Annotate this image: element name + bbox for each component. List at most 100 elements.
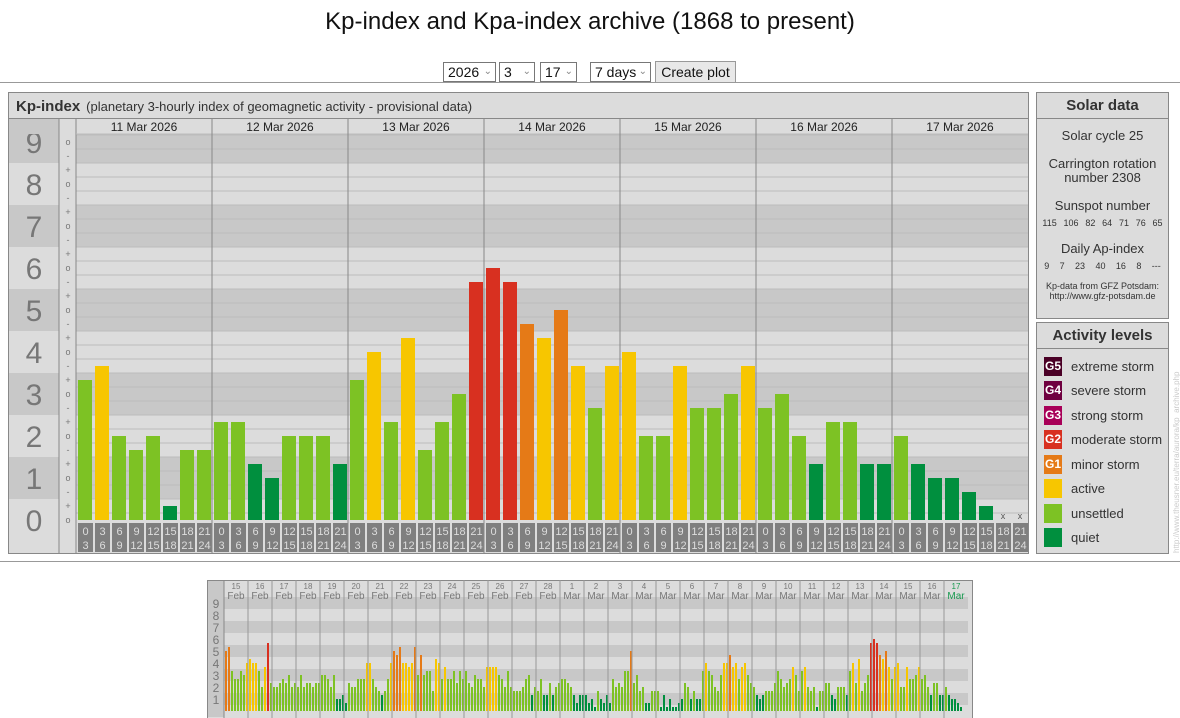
kp-bar xyxy=(309,683,311,711)
kp-bar xyxy=(826,422,840,520)
hour-label-box xyxy=(826,523,841,552)
kp-bar xyxy=(882,659,884,711)
kp-bar xyxy=(549,683,551,711)
create-plot-button[interactable]: Create plot xyxy=(655,61,736,83)
hour-label-box xyxy=(758,523,773,552)
kp-bar xyxy=(564,679,566,711)
activity-level-item: quiet xyxy=(1037,526,1168,551)
chevron-down-icon: ⌄ xyxy=(483,66,492,77)
kp-bar xyxy=(333,464,347,520)
hour-label-end: 15 xyxy=(691,540,703,552)
scale-band xyxy=(9,457,59,499)
day-number-label: 8 xyxy=(738,582,743,591)
sub-level-mark: - xyxy=(67,319,70,329)
hour-label-start: 21 xyxy=(742,526,754,538)
kp-bar xyxy=(468,683,470,711)
hour-label-box xyxy=(95,523,110,552)
kp-bar xyxy=(774,683,776,711)
kp-chart-title: Kp-index xyxy=(16,98,81,115)
hour-label-end: 18 xyxy=(436,540,448,552)
kp-bar xyxy=(270,683,272,711)
kp-bar xyxy=(756,695,758,711)
level-label: severe storm xyxy=(1071,383,1147,399)
kp-bar xyxy=(163,506,177,520)
sub-level-mark: o xyxy=(65,515,70,525)
level-label: strong storm xyxy=(1071,407,1144,423)
kp-bar xyxy=(877,464,891,520)
hour-label-start: 12 xyxy=(147,526,159,538)
kp-bar xyxy=(303,687,305,711)
kp-bar-chart: 0123456789o+-o+-o+-o+-o+-o+-o+-o+-o+-o11… xyxy=(9,119,1028,554)
kp-bar xyxy=(723,663,725,711)
kp-bar xyxy=(810,691,812,711)
kp-bar xyxy=(387,679,389,711)
kp-bar xyxy=(813,687,815,711)
day-select[interactable]: 17 ⌄ xyxy=(540,62,577,82)
kp-bar xyxy=(775,394,789,520)
kp-bar xyxy=(363,679,365,711)
hour-label-box xyxy=(248,523,263,552)
month-label: Mar xyxy=(635,591,653,602)
month-label: Mar xyxy=(875,591,893,602)
kp-bar xyxy=(744,663,746,711)
kp-bar xyxy=(246,663,248,711)
hour-label-box xyxy=(639,523,654,552)
kp-bar xyxy=(489,667,491,711)
hour-label-box xyxy=(180,523,195,552)
kp-bar xyxy=(248,464,262,520)
y-tick-label: 2 xyxy=(26,421,43,454)
kp-bar xyxy=(768,691,770,711)
kp-bar xyxy=(95,366,109,520)
kp-bar xyxy=(492,667,494,711)
kp-bar xyxy=(594,707,596,711)
kp-bar xyxy=(435,422,449,520)
sub-level-mark: - xyxy=(67,151,70,161)
hour-label-start: 6 xyxy=(932,526,938,538)
kp-bar xyxy=(726,663,728,711)
kp-bar xyxy=(561,679,563,711)
hour-label-box xyxy=(690,523,705,552)
kp-bar xyxy=(214,422,228,520)
month-select[interactable]: 3 ⌄ xyxy=(499,62,535,82)
hour-label-start: 21 xyxy=(878,526,890,538)
kp-bar xyxy=(555,687,557,711)
year-select[interactable]: 2026 ⌄ xyxy=(443,62,496,82)
kp-bar xyxy=(801,671,803,711)
kp-bar xyxy=(942,695,944,711)
kp-bar xyxy=(962,492,976,520)
month-label: Feb xyxy=(395,591,413,602)
day-number-label: 27 xyxy=(520,582,529,591)
sunspot-value: 65 xyxy=(1152,218,1163,228)
hour-label-end: 12 xyxy=(538,540,550,552)
range-select[interactable]: 7 days ⌄ xyxy=(590,62,651,82)
solar-cycle: Solar cycle 25 xyxy=(1061,128,1144,143)
kp-bar xyxy=(708,671,710,711)
hour-label-start: 18 xyxy=(861,526,873,538)
kp-bar xyxy=(939,695,941,711)
kp-bar xyxy=(342,695,344,711)
day-number-label: 23 xyxy=(424,582,433,591)
kp-bar xyxy=(936,683,938,711)
hour-label-end: 9 xyxy=(660,540,666,552)
kp-bar xyxy=(534,687,536,711)
kp-bar xyxy=(78,380,92,520)
hour-label-end: 12 xyxy=(130,540,142,552)
kp-bar xyxy=(294,683,296,711)
kp-bar xyxy=(699,699,701,711)
kp-bar xyxy=(888,667,890,711)
month-label: Mar xyxy=(659,591,677,602)
hour-label-start: 9 xyxy=(813,526,819,538)
kp-bar xyxy=(228,647,230,711)
day-number-label: 20 xyxy=(352,582,361,591)
hour-label-box xyxy=(316,523,331,552)
hour-label-start: 9 xyxy=(949,526,955,538)
kp-bar xyxy=(639,691,641,711)
hour-label-start: 3 xyxy=(99,526,105,538)
kp-bar xyxy=(390,663,392,711)
kp-bar xyxy=(129,450,143,520)
level-label: minor storm xyxy=(1071,456,1140,472)
kp-bar xyxy=(909,679,911,711)
hour-label-start: 21 xyxy=(1014,526,1026,538)
hour-label-end: 21 xyxy=(861,540,873,552)
kp-bar xyxy=(834,699,836,711)
